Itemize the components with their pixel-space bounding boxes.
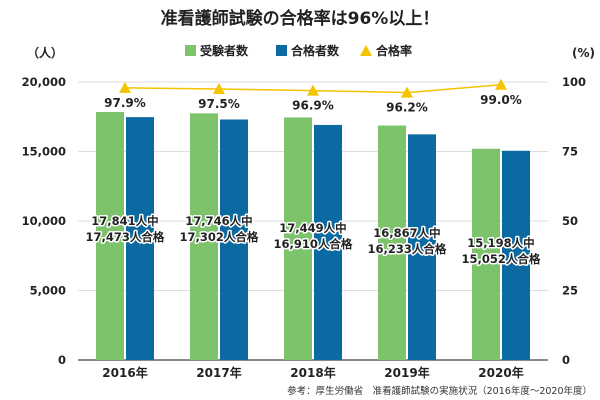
bar-label-applicants: 16,867人中 <box>373 226 440 240</box>
right-tick-label: 25 <box>562 284 578 298</box>
right-axis-unit: (%) <box>572 46 595 60</box>
bar-applicants <box>378 125 406 360</box>
rate-label: 99.0% <box>480 93 522 107</box>
right-tick-label: 0 <box>562 353 570 367</box>
bar-applicants <box>284 117 312 361</box>
right-axis-ticks: 0 25 50 75 100 <box>562 75 586 367</box>
legend-swatch-passers <box>276 45 287 56</box>
legend-label-passers: 合格者数 <box>291 43 340 58</box>
left-tick-label: 10,000 <box>22 214 66 228</box>
x-tick-label: 2016年 <box>102 365 147 380</box>
rate-label: 97.5% <box>198 97 240 111</box>
left-tick-label: 5,000 <box>30 284 66 298</box>
left-tick-label: 20,000 <box>22 75 66 89</box>
rate-label: 97.9% <box>104 96 146 110</box>
right-tick-label: 50 <box>562 214 578 228</box>
bar-label-applicants: 17,841人中 <box>91 214 158 228</box>
bar-passers <box>220 119 248 360</box>
right-tick-label: 75 <box>562 145 578 159</box>
rate-marker <box>401 86 413 98</box>
bar-passers <box>502 150 530 360</box>
bar-applicants <box>190 113 218 360</box>
bar-label-applicants: 15,198人中 <box>467 236 534 250</box>
left-tick-label: 15,000 <box>22 145 66 159</box>
bar-passers <box>314 124 342 361</box>
rate-marker <box>307 84 319 96</box>
bar-applicants <box>472 148 500 360</box>
legend: 受験者数 合格者数 合格率 <box>185 43 412 58</box>
x-axis-ticks: 2016年 2017年 2018年 2019年 2020年 <box>102 365 523 380</box>
bar-applicants <box>96 112 124 360</box>
bars <box>96 112 530 361</box>
legend-label-rate: 合格率 <box>376 43 412 58</box>
x-tick-label: 2017年 <box>196 365 241 380</box>
x-tick-label: 2018年 <box>290 365 335 380</box>
bar-label-passers: 17,473人合格 <box>86 230 165 244</box>
legend-label-applicants: 受験者数 <box>200 43 249 58</box>
legend-marker-rate <box>360 45 372 56</box>
rate-marker <box>119 81 131 93</box>
bar-passers <box>126 117 154 360</box>
rate-line: 97.9% 97.5% 96.9% 96.2% 99.0% <box>104 78 522 115</box>
bar-label-applicants: 17,449人中 <box>279 221 346 235</box>
rate-label: 96.9% <box>292 99 334 113</box>
legend-swatch-applicants <box>185 45 196 56</box>
bar-label-passers: 16,233人合格 <box>368 242 447 256</box>
bar-label-passers: 17,302人合格 <box>180 230 259 244</box>
bar-passers <box>408 134 436 360</box>
rate-label: 96.2% <box>386 101 428 115</box>
left-tick-label: 0 <box>58 353 66 367</box>
bar-label-passers: 16,910人合格 <box>274 237 353 251</box>
chart-title: 准看護師試験の合格率は96%以上！ <box>161 8 440 29</box>
right-tick-label: 100 <box>562 75 586 89</box>
x-tick-label: 2020年 <box>478 365 523 380</box>
bar-labels: 17,841人中 17,473人合格 17,746人中 17,302人合格 17,449… <box>84 213 542 268</box>
rate-marker <box>213 82 225 94</box>
bar-label-applicants: 17,746人中 <box>185 214 252 228</box>
rate-marker <box>495 78 507 90</box>
left-axis-ticks: 0 5,000 10,000 15,000 20,000 <box>22 75 66 367</box>
left-axis-unit: （人） <box>27 45 63 60</box>
source-note: 参考：厚生労働省 准看護師試験の実施状況（2016年度〜2020年度） <box>287 385 592 397</box>
gridlines <box>78 81 548 361</box>
x-tick-label: 2019年 <box>384 365 429 380</box>
bar-label-passers: 15,052人合格 <box>462 252 541 266</box>
